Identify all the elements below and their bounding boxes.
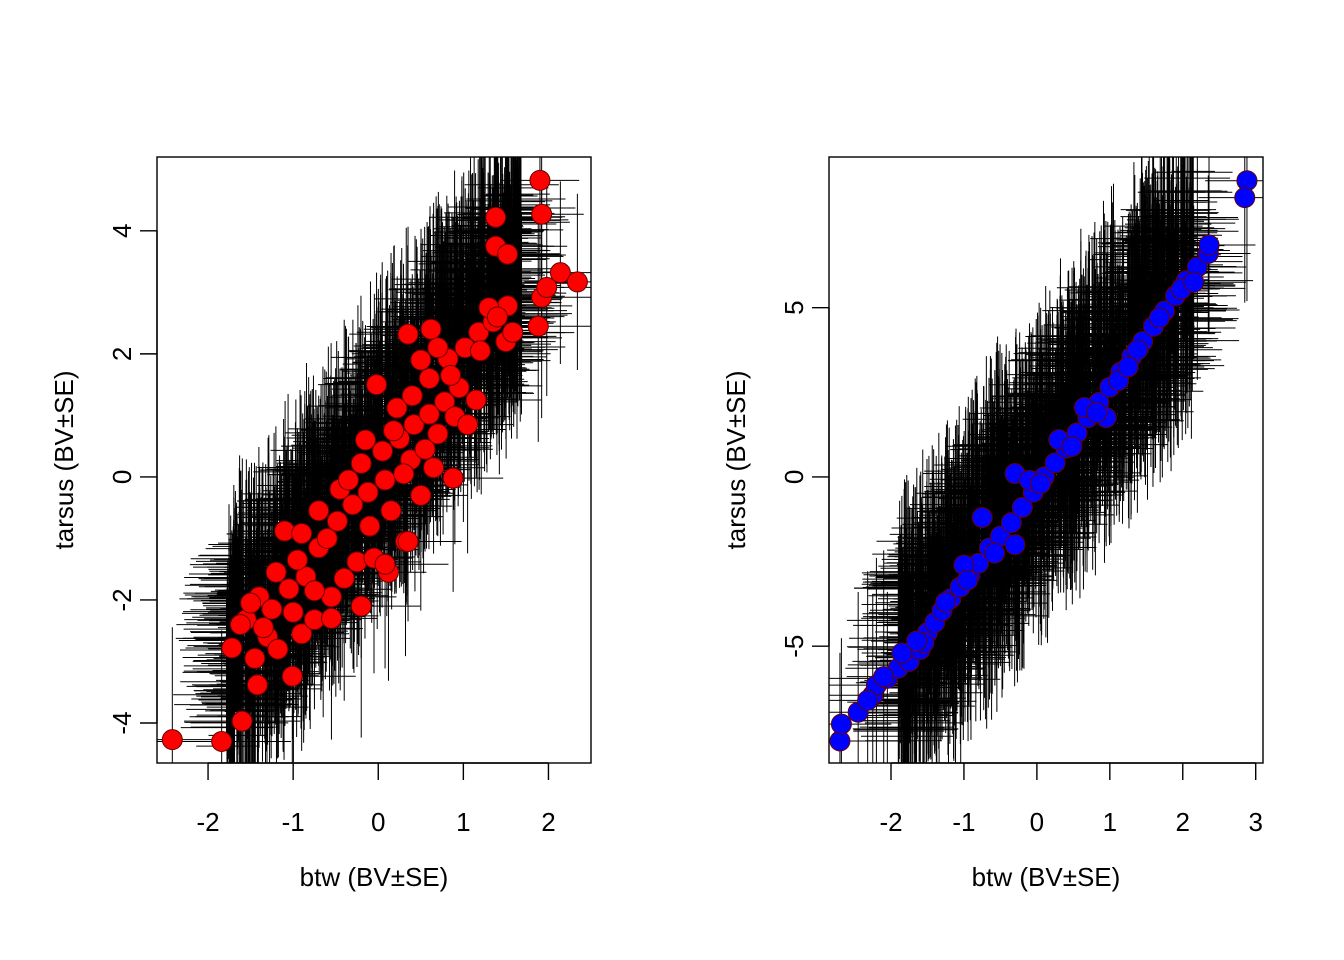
left-data-point	[465, 389, 487, 411]
left-data-point	[410, 349, 432, 371]
left-data-point	[252, 617, 274, 639]
left-data-point	[221, 637, 243, 659]
left-data-point	[427, 337, 449, 359]
left-data-point	[240, 592, 262, 614]
left-data-point	[357, 481, 379, 503]
left-y-tick-label: 4	[107, 224, 137, 238]
left-data-point	[359, 515, 381, 537]
left-data-point	[291, 523, 313, 545]
left-data-point	[386, 397, 408, 419]
left-data-point	[231, 710, 253, 732]
left-data-point	[457, 414, 479, 436]
left-data-point	[342, 494, 364, 516]
left-data-point	[374, 553, 396, 575]
left-data-point	[267, 638, 289, 660]
left-y-tick-label: 0	[107, 470, 137, 484]
left-data-point	[397, 323, 419, 345]
left-data-point	[246, 674, 268, 696]
left-data-point	[346, 551, 368, 573]
left-data-point	[497, 243, 519, 265]
left-x-tick-label: -1	[282, 807, 305, 837]
left-data-point	[486, 306, 508, 328]
left-x-tick-label: 1	[456, 807, 470, 837]
left-data-point	[383, 420, 405, 442]
left-data-point	[531, 203, 553, 225]
left-data-point	[326, 510, 348, 532]
left-points	[161, 169, 588, 752]
left-data-point	[229, 614, 251, 636]
left-data-point	[261, 598, 283, 620]
left-axes: -2 -1 0 1 2 -4 -2 0 2 4	[107, 156, 592, 837]
left-data-point	[265, 561, 287, 583]
left-scatter-panel: -2 -1 0 1 2 -4 -2 0 2 4 btw (BV±SE) tarsus (BV±SE…	[49, 156, 592, 892]
left-y-tick-label: 2	[107, 347, 137, 361]
left-x-axis-title: btw (BV±SE)	[300, 862, 449, 892]
left-data-point	[401, 385, 423, 407]
left-data-point	[529, 169, 551, 191]
left-x-tick-label: 2	[541, 807, 555, 837]
left-y-tick-label: -2	[107, 588, 137, 611]
left-data-point	[549, 262, 571, 284]
left-data-point	[469, 340, 491, 362]
right-error-bars	[829, 157, 1263, 763]
left-data-point	[423, 457, 445, 479]
left-data-point	[303, 580, 325, 602]
left-data-point	[372, 440, 394, 462]
left-data-point	[366, 374, 388, 396]
left-data-point	[502, 321, 524, 343]
left-data-point	[527, 315, 549, 337]
left-data-point	[410, 484, 432, 506]
left-data-point	[485, 206, 507, 228]
left-data-point	[420, 318, 442, 340]
left-data-point	[316, 527, 338, 549]
left-data-point	[536, 276, 558, 298]
left-data-point	[278, 578, 300, 600]
left-x-tick-label: 0	[371, 807, 385, 837]
left-data-point	[161, 729, 183, 751]
left-data-point	[308, 500, 330, 522]
left-data-point	[403, 414, 425, 436]
left-data-point	[427, 423, 449, 445]
left-data-point	[211, 730, 233, 752]
left-data-point	[418, 403, 440, 425]
left-data-point	[282, 601, 304, 623]
left-data-point	[291, 623, 313, 645]
left-data-point	[320, 607, 342, 629]
left-data-point	[333, 567, 355, 589]
left-data-point	[374, 469, 396, 491]
left-y-tick-label: -4	[107, 711, 137, 734]
left-data-point	[442, 467, 464, 489]
left-data-point	[397, 531, 419, 553]
left-data-point	[350, 595, 372, 617]
left-data-point	[244, 647, 266, 669]
left-data-point	[393, 463, 415, 485]
left-data-point	[337, 469, 359, 491]
left-data-point	[440, 364, 462, 386]
left-data-point	[281, 665, 303, 687]
left-data-point	[350, 452, 372, 474]
right-scatter-panel: -2 -1 0 1 2 3-505 btw (BV±SE) tarsus (BV±SE)	[721, 156, 1264, 892]
left-data-point	[414, 438, 436, 460]
left-x-tick-label: -2	[196, 807, 219, 837]
left-data-point	[354, 429, 376, 451]
left-y-axis-title: tarsus (BV±SE)	[49, 371, 79, 550]
left-data-point	[434, 391, 456, 413]
left-data-point	[418, 367, 440, 389]
left-data-point	[380, 500, 402, 522]
left-data-point	[566, 271, 588, 293]
left-data-point	[286, 549, 308, 571]
